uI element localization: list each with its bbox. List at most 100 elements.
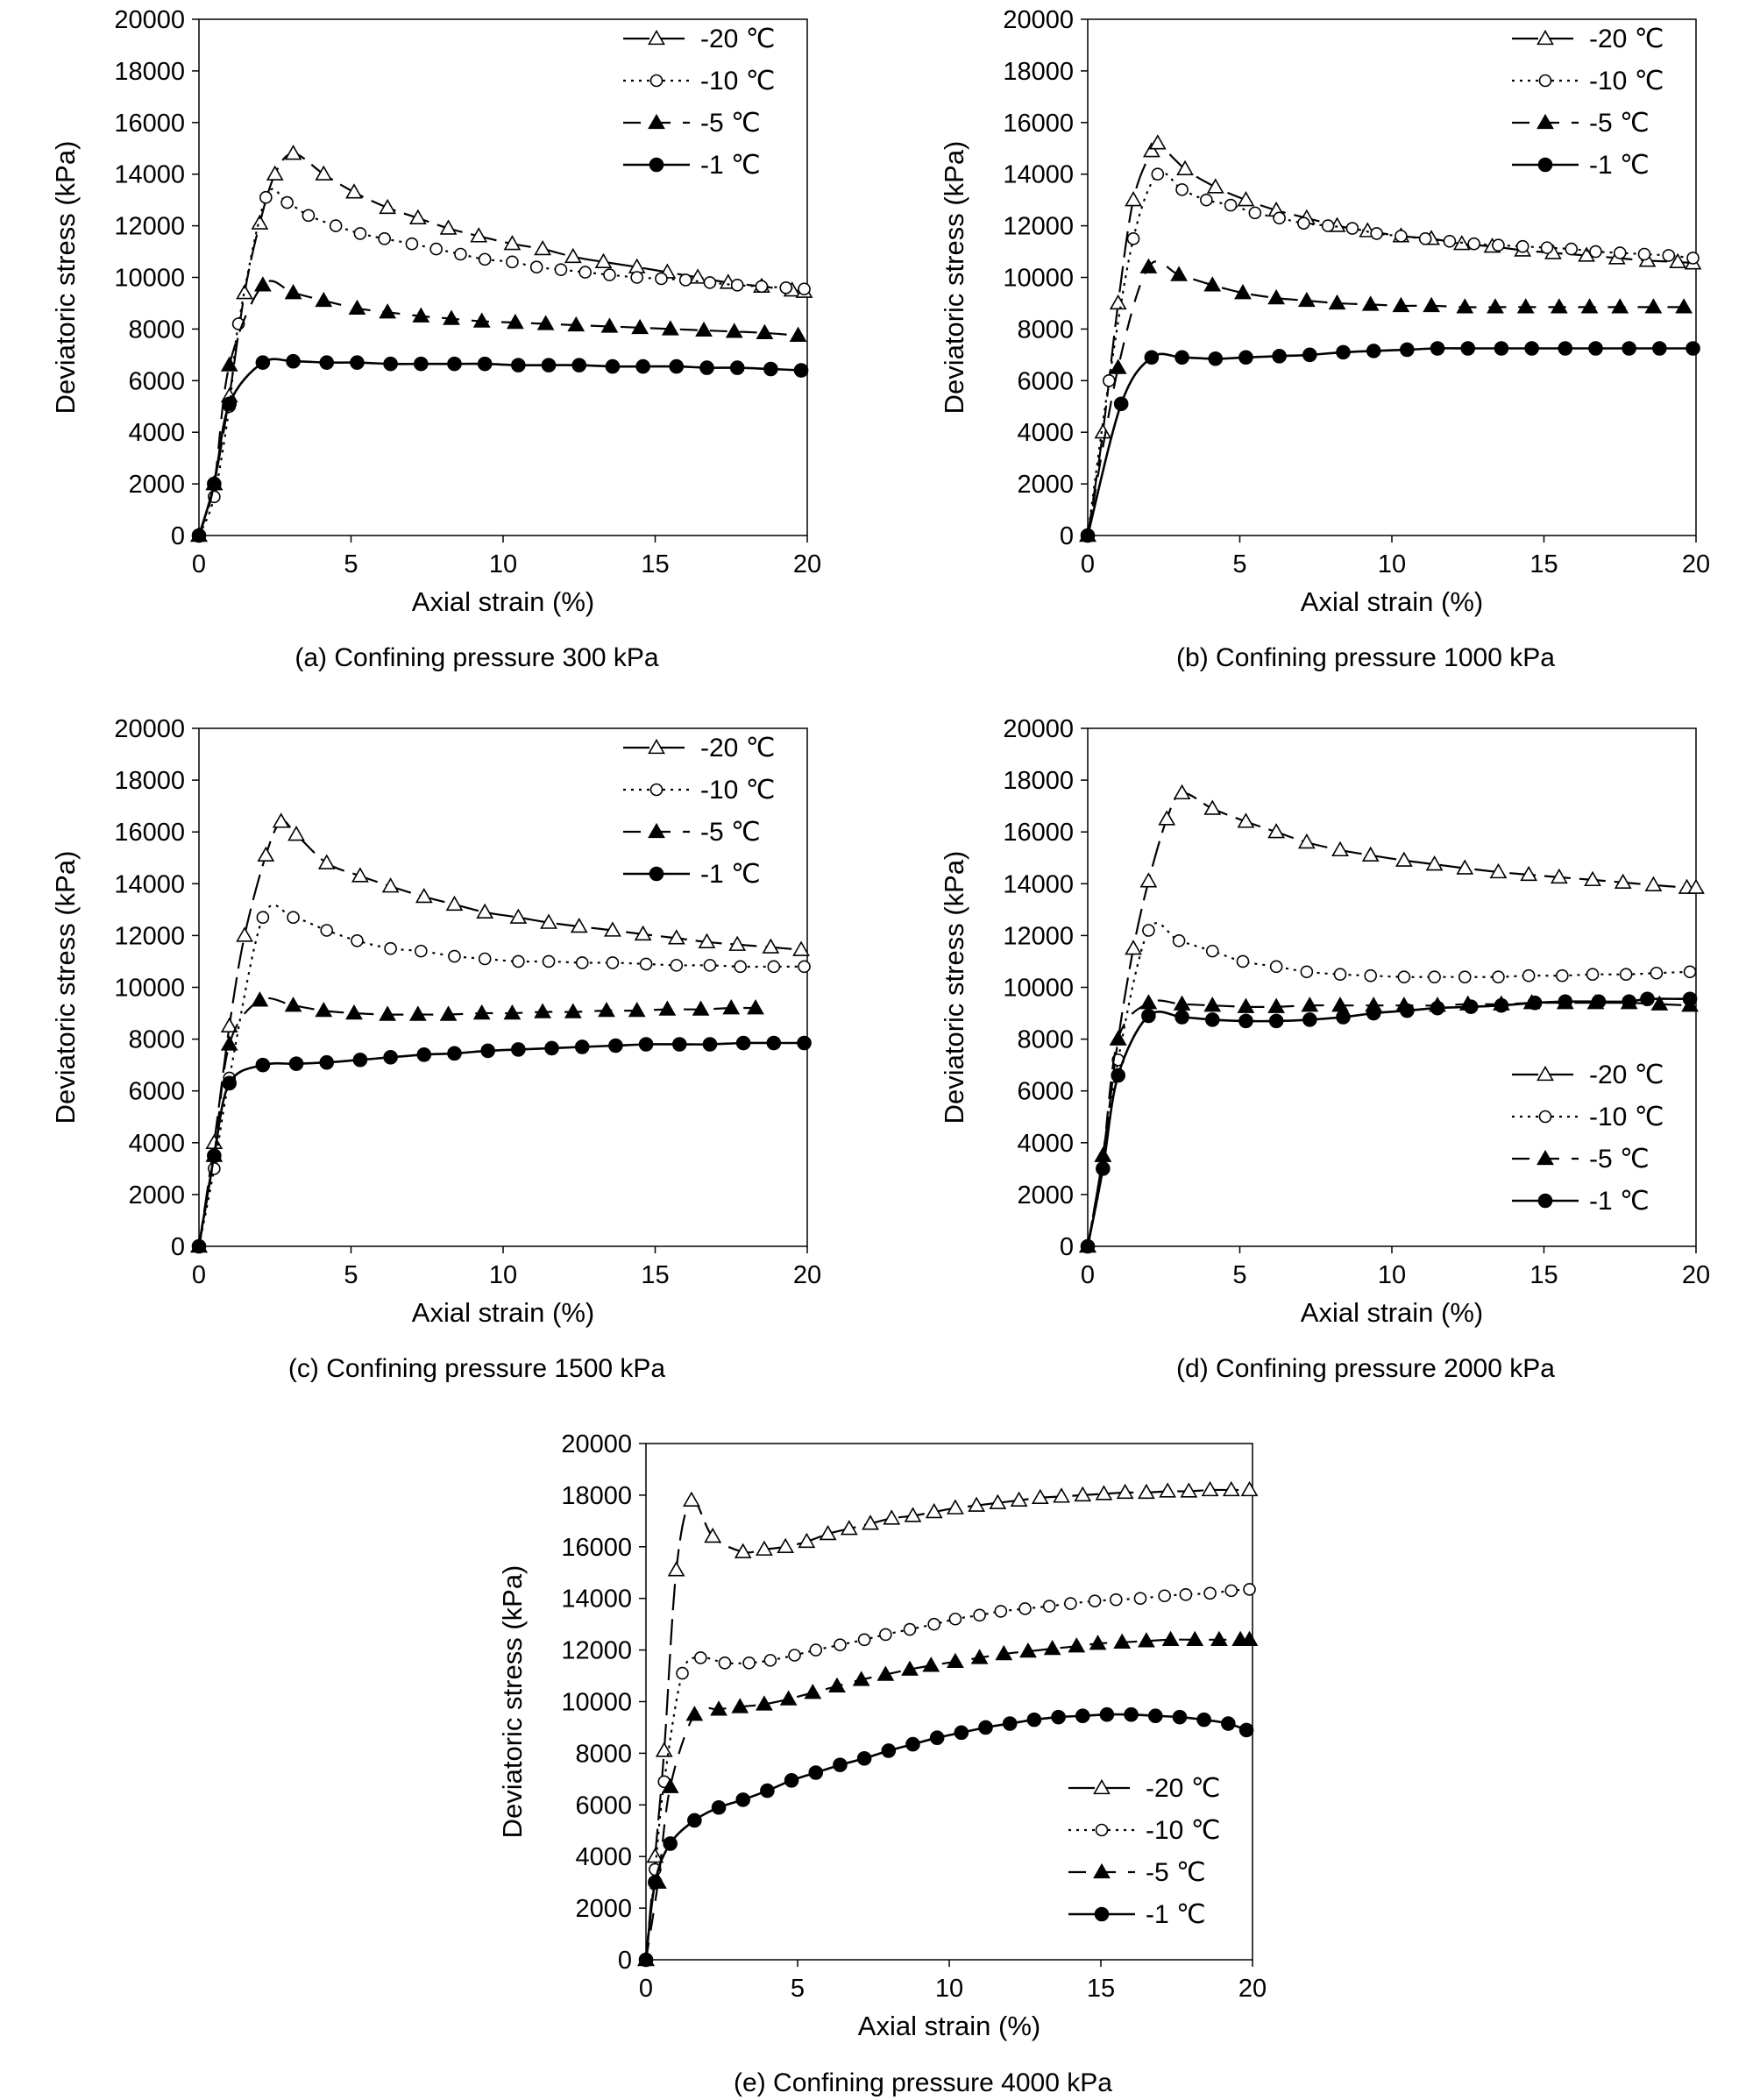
y-tick-label: 12000: [561, 1637, 632, 1665]
legend-label: -10 ℃: [700, 67, 775, 96]
y-tick-label: 2000: [1017, 1181, 1074, 1210]
data-point: [1018, 1602, 1032, 1615]
data-point: [1301, 997, 1319, 1012]
data-point: [1210, 1630, 1228, 1646]
series-line: [197, 358, 802, 536]
legend-marker: [648, 113, 665, 130]
data-point: [1430, 1000, 1445, 1016]
data-point: [798, 960, 811, 974]
data-point: [534, 239, 551, 256]
series-line: [197, 152, 805, 536]
legend-label: -1 ℃: [1146, 1900, 1206, 1929]
data-point: [1075, 1708, 1090, 1723]
data-point: [416, 1047, 432, 1062]
y-tick-label: 4000: [128, 419, 185, 447]
data-point: [763, 361, 778, 377]
data-point: [702, 1037, 718, 1052]
data-point: [1370, 227, 1383, 240]
chart-panel-e: 0 2000 4000 6000 8000 10000 12000 14000 16000 180…: [497, 1430, 1267, 2097]
data-point: [777, 1537, 795, 1553]
data-point: [1042, 1600, 1056, 1613]
y-tick-label: 10000: [561, 1689, 632, 1717]
data-point: [379, 303, 397, 319]
data-point: [412, 307, 430, 323]
data-point: [1138, 1632, 1155, 1648]
y-tick-label: 18000: [114, 767, 185, 795]
data-point: [222, 1075, 238, 1091]
data-point: [1400, 342, 1415, 358]
series-line: [1086, 347, 1693, 536]
y-tick-label: 4000: [575, 1843, 632, 1871]
data-point: [478, 252, 492, 266]
data-point: [1443, 234, 1457, 248]
data-point: [968, 1496, 986, 1512]
series-2: [1081, 167, 1700, 543]
x-tick-label: 5: [344, 1261, 358, 1289]
data-point: [722, 999, 741, 1015]
data-point: [429, 242, 443, 256]
data-point: [638, 1952, 654, 1968]
data-point: [255, 355, 271, 370]
x-axis-label: Axial strain (%): [412, 1297, 594, 1328]
panel-caption: (a) Confining pressure 300 kPa: [295, 643, 659, 672]
data-point: [604, 921, 621, 937]
data-point: [302, 209, 316, 223]
data-point: [718, 1657, 732, 1670]
data-point: [1458, 970, 1472, 983]
data-point: [348, 299, 366, 316]
legend-marker: [1095, 1823, 1109, 1837]
data-point: [927, 1617, 940, 1631]
data-point: [351, 867, 369, 883]
x-tick-label: 15: [641, 1261, 669, 1289]
data-point: [1144, 350, 1160, 365]
data-point: [1172, 1709, 1188, 1725]
y-axis-label: Deviatoric stress (kPa): [939, 141, 969, 415]
data-point: [1492, 238, 1505, 252]
data-point: [1113, 1633, 1132, 1649]
data-point: [685, 1706, 704, 1721]
data-point: [286, 353, 301, 369]
data-point: [1026, 1712, 1042, 1728]
data-point: [834, 1638, 847, 1652]
data-point: [1010, 1491, 1028, 1507]
data-point: [445, 895, 464, 912]
data-point: [1614, 873, 1632, 889]
data-point: [856, 1750, 872, 1766]
data-point: [578, 266, 592, 279]
data-point: [1540, 241, 1554, 254]
series-line: [197, 1041, 805, 1247]
series-line: [197, 904, 805, 1247]
data-point: [655, 272, 668, 286]
data-point: [1584, 870, 1601, 887]
data-point: [661, 320, 679, 336]
data-point: [692, 1000, 710, 1016]
y-tick-label: 2000: [128, 471, 185, 499]
data-point: [266, 165, 284, 181]
y-tick-label: 4000: [1017, 419, 1074, 447]
series-line: [1086, 140, 1693, 536]
y-tick-label: 2000: [1017, 471, 1074, 499]
data-point: [634, 925, 652, 941]
series-4: [191, 1035, 812, 1254]
y-tick-label: 12000: [1003, 922, 1074, 950]
data-point: [978, 1720, 993, 1735]
data-point: [1200, 193, 1213, 207]
data-point: [315, 1001, 333, 1018]
data-point: [1272, 349, 1287, 364]
data-point: [1133, 1592, 1147, 1605]
data-point: [1109, 294, 1127, 310]
data-point: [447, 356, 462, 372]
data-point: [1080, 1238, 1096, 1254]
y-tick-label: 10000: [1003, 265, 1074, 293]
data-point: [828, 1677, 846, 1693]
legend-marker: [648, 29, 665, 46]
data-point: [862, 1515, 879, 1530]
series-4: [1080, 341, 1700, 543]
series-4: [1080, 991, 1698, 1254]
data-point: [1240, 1630, 1259, 1646]
x-axis-label: Axial strain (%): [1301, 586, 1483, 617]
data-point: [564, 1003, 582, 1018]
x-tick-label: 5: [1232, 1261, 1246, 1289]
data-point: [284, 284, 302, 300]
legend-marker: [1538, 74, 1552, 88]
